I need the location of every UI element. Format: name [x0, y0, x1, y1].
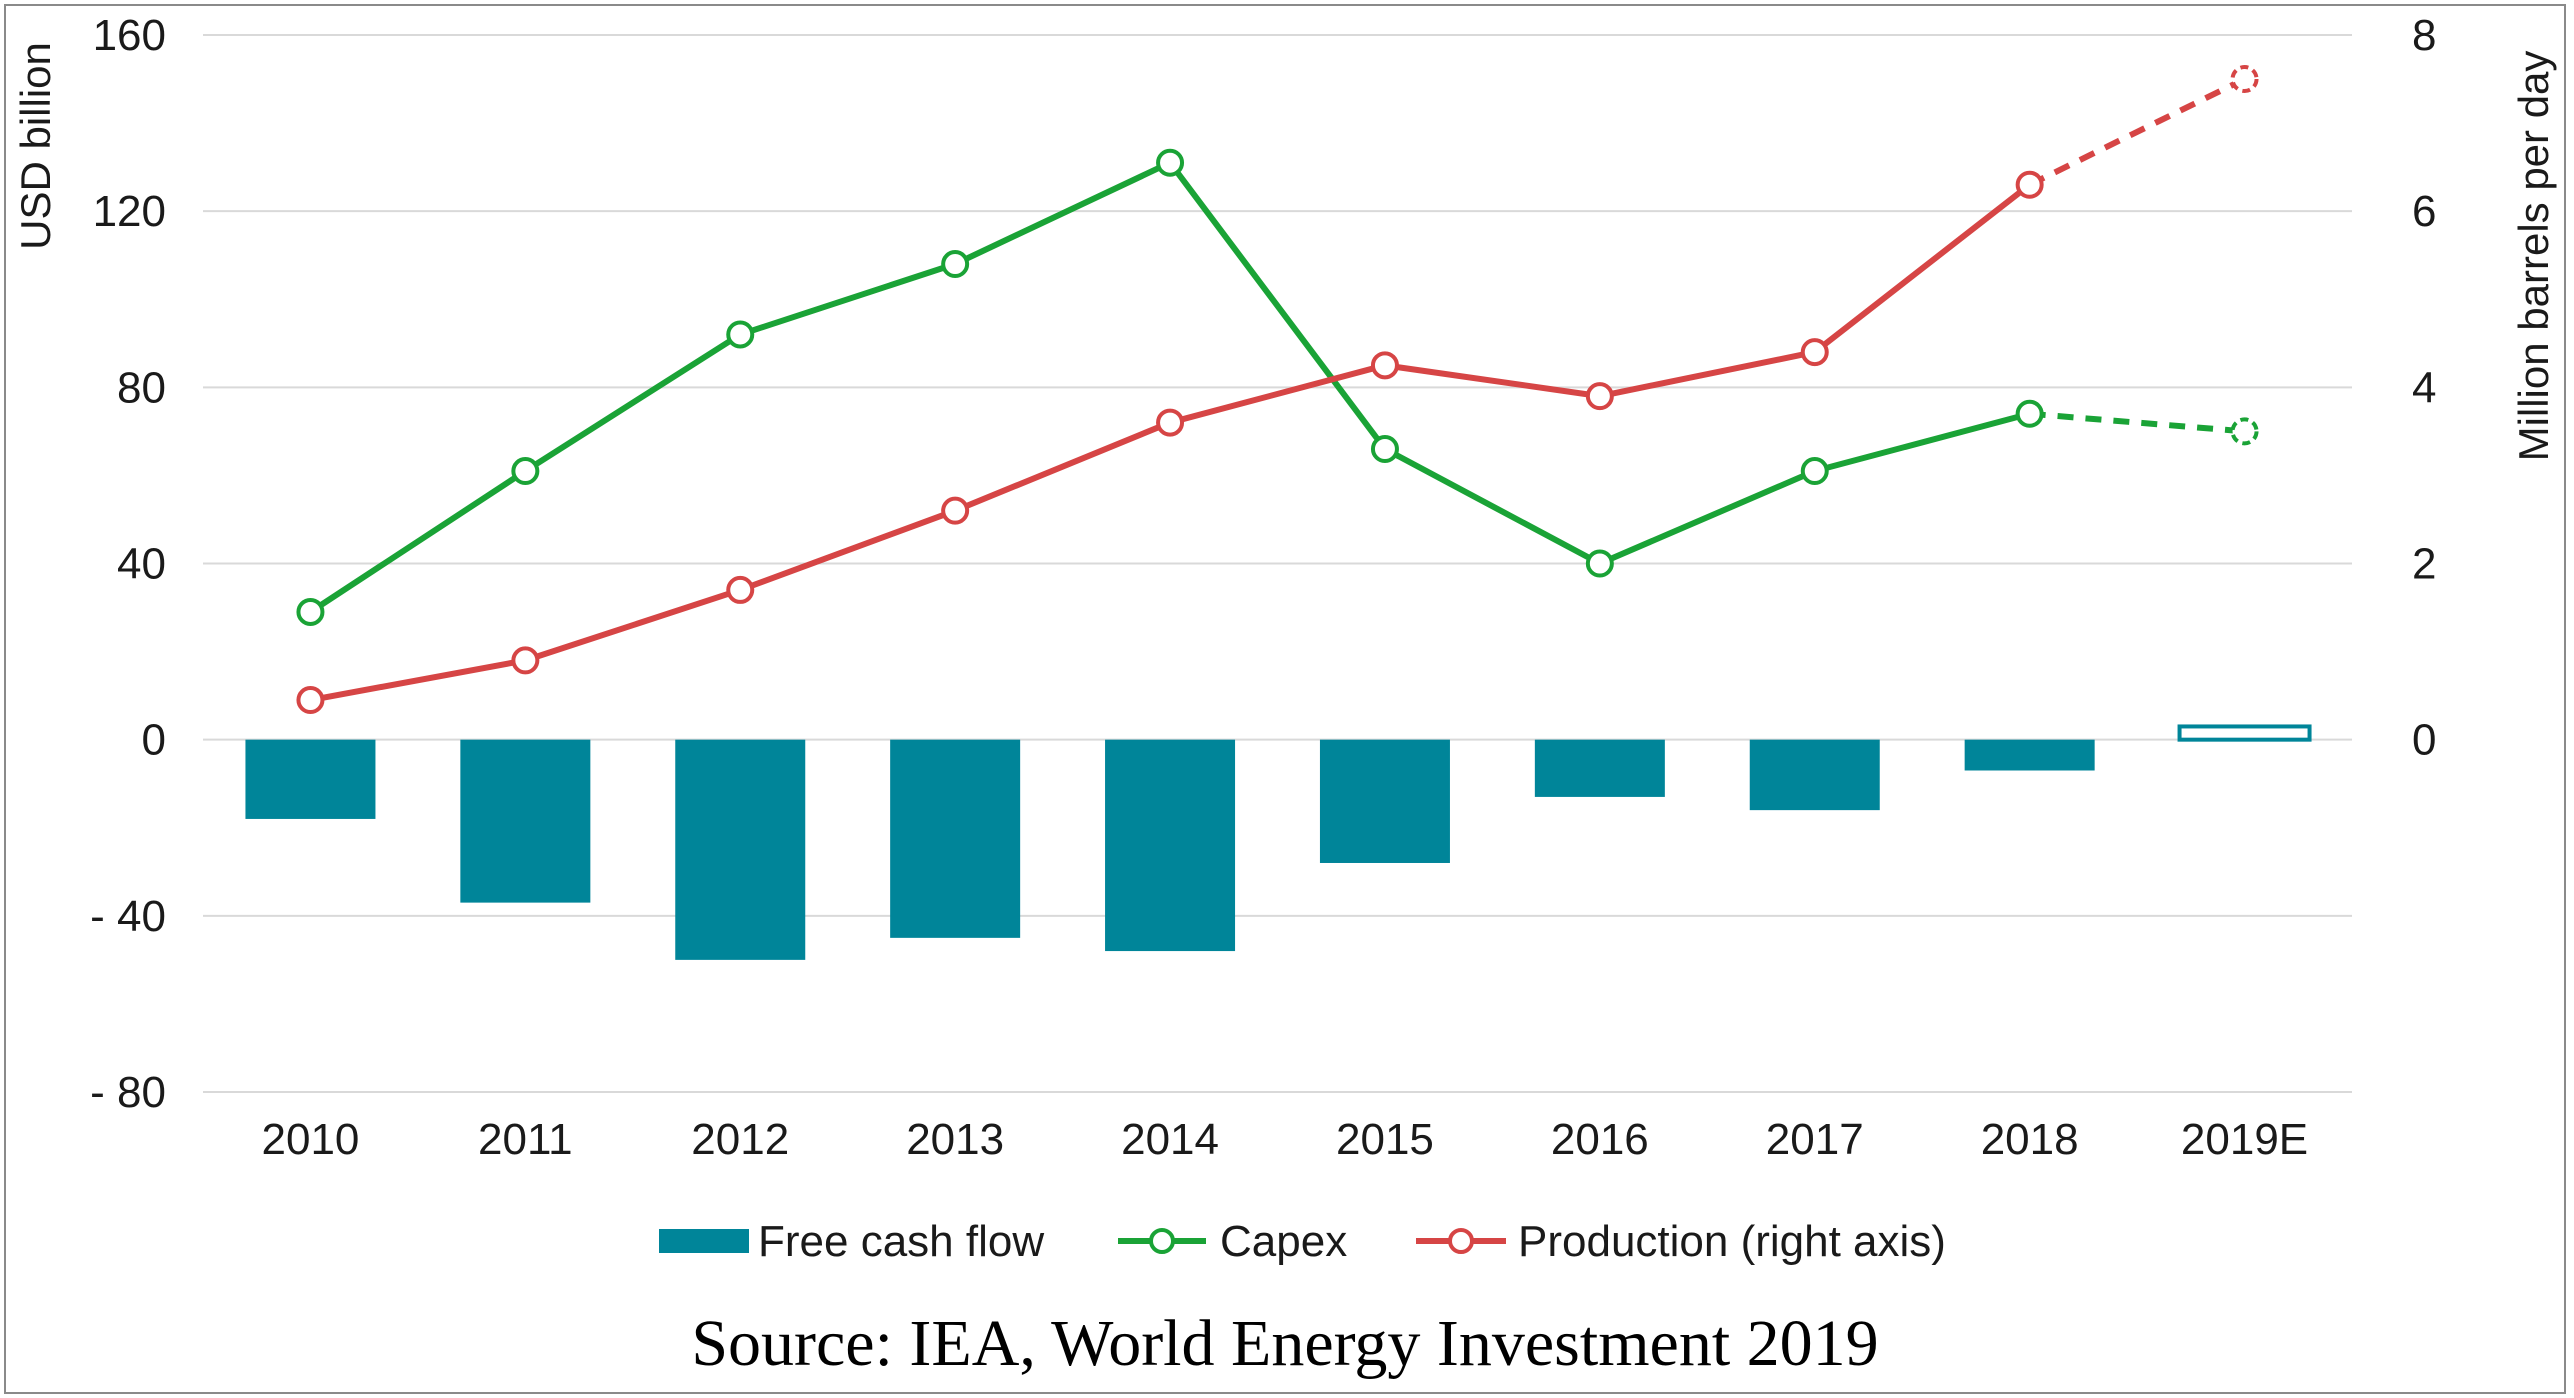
bar-free-cash-flow-2016	[1534, 739, 1665, 797]
point-capex-2013	[941, 250, 970, 279]
bar-free-cash-flow-2010	[245, 739, 376, 819]
left-axis-ticks: 160 120 80 40 0 - 40 - 80	[90, 11, 166, 1117]
point-production-right-axis-2014	[1156, 408, 1185, 437]
point-production-right-axis-2010	[296, 686, 325, 715]
point-capex-2018	[2015, 399, 2044, 428]
point-capex-2017	[1800, 457, 1829, 486]
source-note: Source: IEA, World Energy Investment 201…	[691, 1307, 1879, 1380]
free-cash-flow-bars	[245, 724, 2312, 960]
legend-swatch-free-cash-flow	[659, 1229, 749, 1253]
legend-marker-capex	[1149, 1228, 1175, 1254]
bar-free-cash-flow-2017	[1749, 739, 1880, 811]
right-axis-ticks: 8 6 4 2 0	[2412, 11, 2436, 765]
left-tick-label: 80	[117, 363, 166, 412]
point-production-right-axis-2019E	[2230, 65, 2259, 94]
point-capex-2016	[1585, 549, 1614, 578]
x-tick-label: 2012	[691, 1115, 789, 1164]
left-tick-label: 40	[117, 540, 166, 589]
right-tick-label: 0	[2412, 716, 2436, 765]
point-capex-2019E	[2230, 417, 2259, 446]
legend-label-production-right-axis: Production (right axis)	[1518, 1217, 1946, 1266]
x-axis-ticks: 2010 2011 2012 2013 2014 2015 2016 2017 2018 2019…	[262, 1115, 2309, 1164]
bar-free-cash-flow-2012	[675, 739, 806, 960]
x-tick-label: 2013	[906, 1115, 1004, 1164]
legend-label-capex: Capex	[1220, 1217, 1347, 1266]
bar-free-cash-flow-2014	[1105, 739, 1236, 952]
point-production-right-axis-2012	[726, 575, 755, 604]
point-capex-2015	[1370, 434, 1399, 463]
point-capex-2014	[1156, 148, 1185, 177]
right-axis-title: Million barrels per day	[2510, 51, 2557, 462]
x-tick-label: 2010	[262, 1115, 360, 1164]
left-tick-label: - 40	[90, 892, 166, 941]
x-tick-label: 2016	[1551, 1115, 1649, 1164]
left-tick-label: 120	[93, 187, 166, 236]
point-capex-2011	[511, 457, 540, 486]
point-production-right-axis-2018	[2015, 170, 2044, 199]
bar-free-cash-flow-2018	[1964, 739, 2095, 771]
left-axis-title: USD billion	[12, 42, 59, 250]
legend: Free cash flow Capex Production (right axi…	[659, 1217, 1946, 1266]
bar-free-cash-flow-2015	[1319, 739, 1450, 863]
point-capex-2012	[726, 320, 755, 349]
line-production-right-axis-estimate	[2028, 76, 2246, 188]
right-tick-label: 6	[2412, 187, 2436, 236]
x-tick-label: 2018	[1981, 1115, 2079, 1164]
bar-free-cash-flow-2019E	[2177, 724, 2312, 742]
left-tick-label: 160	[93, 11, 166, 60]
point-production-right-axis-2017	[1800, 338, 1829, 367]
x-tick-label: 2017	[1766, 1115, 1864, 1164]
x-tick-label: 2011	[478, 1115, 573, 1164]
x-tick-label: 2019E	[2181, 1115, 2308, 1164]
left-tick-label: - 80	[90, 1068, 166, 1117]
x-tick-label: 2014	[1121, 1115, 1219, 1164]
right-tick-label: 2	[2412, 540, 2436, 589]
series-lines	[296, 65, 2259, 715]
point-production-right-axis-2013	[941, 496, 970, 525]
point-production-right-axis-2016	[1585, 382, 1614, 411]
x-tick-label: 2015	[1336, 1115, 1434, 1164]
legend-label-free-cash-flow: Free cash flow	[758, 1217, 1044, 1266]
right-tick-label: 4	[2412, 363, 2436, 412]
right-tick-label: 8	[2412, 11, 2436, 60]
point-production-right-axis-2011	[511, 646, 540, 675]
left-tick-label: 0	[142, 716, 166, 765]
point-capex-2010	[296, 597, 325, 626]
bar-free-cash-flow-2013	[890, 739, 1021, 938]
point-production-right-axis-2015	[1370, 351, 1399, 380]
bar-free-cash-flow-2011	[460, 739, 591, 903]
line-capex-estimate	[2029, 410, 2245, 435]
legend-marker-production-right-axis	[1448, 1228, 1474, 1254]
